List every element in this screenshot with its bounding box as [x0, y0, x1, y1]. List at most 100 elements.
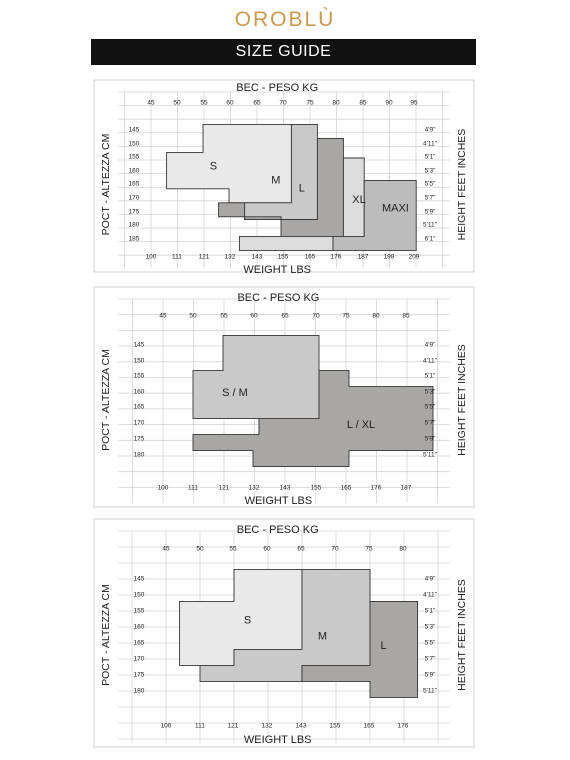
cm-tick-label: 150	[129, 141, 140, 148]
ft-tick-label: 5'5"	[425, 404, 436, 411]
ft-tick-label: 5'1"	[425, 154, 436, 161]
lbs-tick-label: 165	[305, 254, 316, 261]
kg-tick-label: 70	[331, 546, 339, 553]
kg-tick-label: 65	[281, 313, 289, 320]
ft-tick-label: 5'7"	[425, 195, 436, 202]
kg-tick-label: 90	[385, 100, 393, 107]
ft-tick-label: 5'1"	[425, 608, 436, 615]
lbs-tick-label: 100	[161, 723, 172, 730]
cm-tick-label: 170	[134, 656, 145, 663]
cm-tick-label: 145	[129, 127, 140, 134]
ft-tick-label: 4'11"	[423, 141, 438, 148]
kg-tick-label: 60	[263, 546, 271, 553]
cm-tick-label: 145	[134, 576, 145, 583]
x-axis-label: WEIGHT LBS	[244, 734, 312, 746]
kg-tick-label: 65	[253, 100, 261, 107]
size-label: L	[299, 183, 305, 195]
y-axis-label-left: POCT - ALTEZZA CM	[100, 584, 112, 686]
ft-tick-label: 4'11"	[423, 592, 438, 599]
size-label: L	[381, 640, 387, 652]
lbs-tick-label: 198	[384, 254, 395, 261]
ft-tick-label: 5'3"	[425, 624, 436, 631]
lbs-tick-label: 165	[364, 723, 375, 730]
y-axis-label-left: POCT - ALTEZZA CM	[100, 349, 112, 451]
kg-tick-label: 75	[365, 546, 373, 553]
lbs-tick-label: 187	[358, 254, 369, 261]
size-region-l	[301, 600, 419, 698]
lbs-tick-label: 165	[341, 485, 352, 492]
size-guide-banner: SIZE GUIDE	[91, 39, 476, 65]
ft-tick-label: 5'1"	[425, 373, 436, 380]
lbs-tick-label: 176	[371, 485, 382, 492]
size-chart-1: S M L XL MAXI BEC - PESO KG WEIGHT LBS POCT - A…	[93, 79, 475, 276]
cm-tick-label: 170	[134, 420, 145, 427]
ft-tick-label: 5'11"	[423, 452, 438, 459]
cm-tick-label: 155	[134, 608, 145, 615]
lbs-tick-label: 111	[195, 723, 205, 730]
cm-tick-label: 175	[129, 209, 140, 216]
size-region-lxl	[192, 370, 434, 468]
lbs-tick-label: 111	[172, 254, 182, 261]
cm-tick-label: 175	[134, 672, 145, 679]
size-label: S	[210, 160, 217, 172]
cm-tick-label: 170	[129, 195, 140, 202]
lbs-tick-label: 143	[296, 723, 307, 730]
size-label: M	[271, 174, 280, 186]
ft-tick-label: 5'9"	[425, 672, 436, 679]
ft-tick-label: 5'5"	[425, 640, 436, 647]
kg-tick-label: 50	[173, 100, 181, 107]
lbs-tick-label: 187	[401, 485, 412, 492]
kg-tick-label: 60	[250, 313, 258, 320]
kg-tick-label: 50	[196, 546, 204, 553]
y-axis-label-right: HEIGHT FEET INCHES	[456, 344, 468, 456]
cm-tick-label: 160	[134, 624, 145, 631]
cm-tick-label: 165	[129, 181, 140, 188]
lbs-tick-label: 155	[311, 485, 322, 492]
kg-tick-label: 45	[159, 313, 167, 320]
cm-tick-label: 175	[134, 436, 145, 443]
size-label: S / M	[222, 387, 248, 399]
brand-logo: OROBLÙ	[234, 8, 336, 31]
size-label: XL	[352, 194, 365, 206]
kg-tick-label: 80	[332, 100, 340, 107]
kg-tick-label: 55	[220, 313, 228, 320]
size-label: M	[318, 631, 327, 643]
ft-tick-label: 5'11"	[423, 222, 438, 229]
ft-tick-label: 5'7"	[425, 420, 436, 427]
kg-tick-label: 70	[279, 100, 287, 107]
cm-tick-label: 150	[134, 358, 145, 365]
ft-tick-label: 6'1"	[425, 236, 436, 243]
ft-tick-label: 4'9"	[425, 576, 436, 583]
cm-tick-label: 160	[134, 389, 145, 396]
lbs-tick-label: 100	[146, 254, 157, 261]
ft-tick-label: 5'7"	[425, 656, 436, 663]
ft-tick-label: 4'9"	[425, 127, 436, 134]
ft-tick-label: 4'9"	[425, 342, 436, 349]
cm-tick-label: 180	[134, 452, 145, 459]
x-axis-label: WEIGHT LBS	[243, 264, 311, 276]
kg-tick-label: 85	[359, 100, 367, 107]
lbs-tick-label: 132	[262, 723, 273, 730]
cm-tick-label: 180	[134, 688, 145, 695]
lbs-tick-label: 121	[199, 254, 210, 261]
kg-tick-label: 80	[399, 546, 407, 553]
size-chart-3: S M L BEC - PESO KG WEIGHT LBS POCT - ALTEZZA…	[93, 518, 475, 748]
y-axis-label-right: HEIGHT FEET INCHES	[456, 129, 468, 241]
lbs-tick-label: 176	[331, 254, 342, 261]
kg-tick-label: 45	[162, 546, 170, 553]
cm-tick-label: 165	[134, 640, 145, 647]
y-axis-label-left: POCT - ALTEZZA CM	[100, 134, 112, 236]
size-label: L / XL	[347, 419, 375, 431]
chart-title: BEC - PESO KG	[236, 82, 318, 94]
cm-tick-label: 165	[134, 404, 145, 411]
cm-tick-label: 150	[134, 592, 145, 599]
ft-tick-label: 4'11"	[423, 358, 438, 365]
kg-tick-label: 75	[342, 313, 350, 320]
lbs-tick-label: 132	[225, 254, 236, 261]
ft-tick-label: 5'11"	[423, 688, 438, 695]
kg-tick-label: 70	[312, 313, 320, 320]
ft-tick-label: 5'5"	[425, 181, 436, 188]
kg-tick-label: 85	[402, 313, 410, 320]
kg-tick-label: 95	[410, 100, 418, 107]
kg-tick-label: 55	[200, 100, 208, 107]
